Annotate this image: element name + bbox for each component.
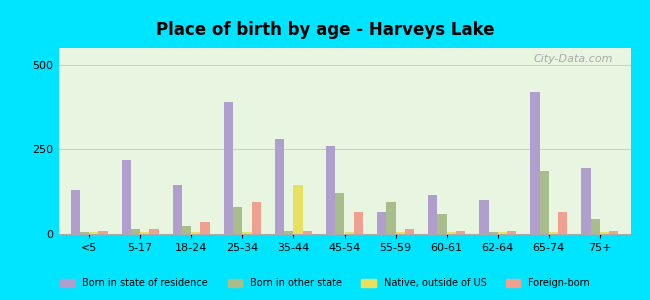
Bar — [303, 231, 312, 234]
Bar — [89, 232, 98, 234]
Text: Place of birth by age - Harveys Lake: Place of birth by age - Harveys Lake — [156, 21, 494, 39]
Bar — [275, 139, 284, 234]
Bar — [456, 231, 465, 234]
Bar — [242, 232, 252, 234]
Bar — [131, 229, 140, 234]
Bar — [344, 232, 354, 234]
Bar — [377, 212, 386, 234]
Bar — [428, 195, 437, 234]
Bar — [396, 232, 405, 234]
Bar — [507, 231, 516, 234]
Bar — [182, 226, 191, 234]
Bar — [200, 222, 210, 234]
Bar — [354, 212, 363, 234]
Bar — [386, 202, 396, 234]
Bar — [284, 231, 293, 234]
Bar — [71, 190, 80, 234]
Bar — [326, 146, 335, 234]
Text: City-Data.com: City-Data.com — [534, 54, 614, 64]
Bar — [437, 214, 447, 234]
Bar — [233, 207, 242, 234]
Bar — [600, 232, 609, 234]
Bar — [80, 232, 89, 234]
Bar — [173, 185, 182, 234]
Bar — [591, 219, 600, 234]
Bar — [224, 102, 233, 234]
Bar — [479, 200, 489, 234]
Bar — [98, 231, 107, 234]
Bar — [540, 171, 549, 234]
Bar — [140, 232, 150, 234]
Bar — [489, 232, 498, 234]
Bar — [252, 202, 261, 234]
Bar — [530, 92, 540, 234]
Bar — [122, 160, 131, 234]
Bar — [609, 231, 618, 234]
Bar — [191, 232, 200, 234]
Bar — [405, 229, 414, 234]
Bar — [558, 212, 567, 234]
Bar — [582, 168, 591, 234]
Bar — [335, 194, 345, 234]
Bar — [549, 232, 558, 234]
Bar — [293, 185, 303, 234]
Bar — [498, 232, 507, 234]
Bar — [447, 232, 456, 234]
Bar — [150, 229, 159, 234]
Legend: Born in state of residence, Born in other state, Native, outside of US, Foreign-: Born in state of residence, Born in othe… — [56, 274, 594, 292]
